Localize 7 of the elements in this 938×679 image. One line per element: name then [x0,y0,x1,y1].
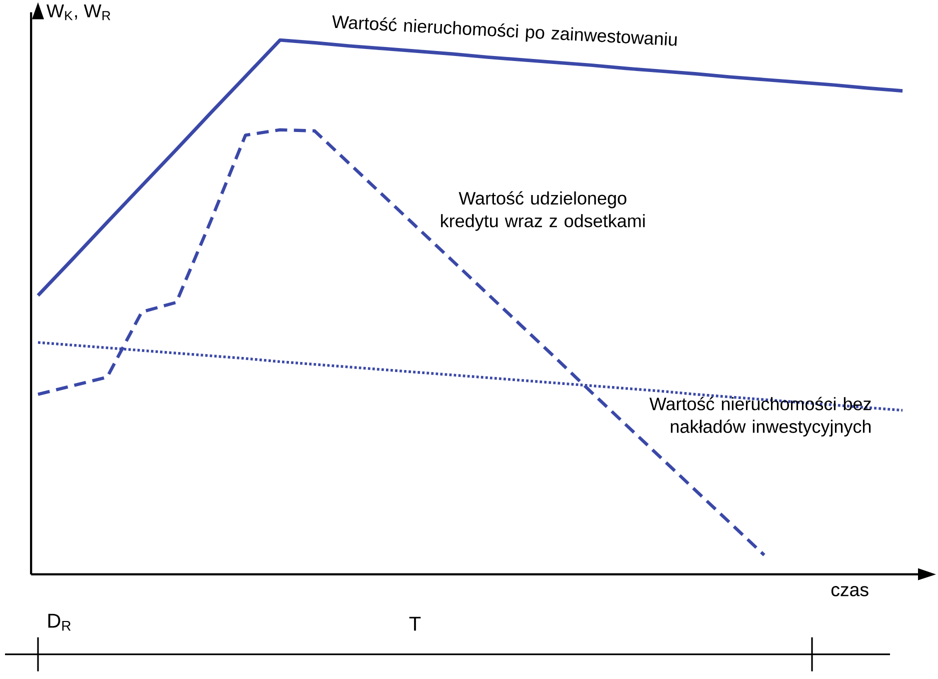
text: T [409,616,421,630]
series-label: Wartość nieruchomości bez nakładów inwestycyjnych [649,396,871,436]
series-label: Wartość udzielonego kredytu wraz z odsetkami [441,191,645,231]
y-axis-title: W$_{K}$, W$_{R}$ [46,4,110,20]
series-label: Wartość nieruchomości po zainwestowaniu [332,15,677,46]
x-axis-title: czas [831,586,868,596]
text: D$_{R}$ [48,614,71,630]
